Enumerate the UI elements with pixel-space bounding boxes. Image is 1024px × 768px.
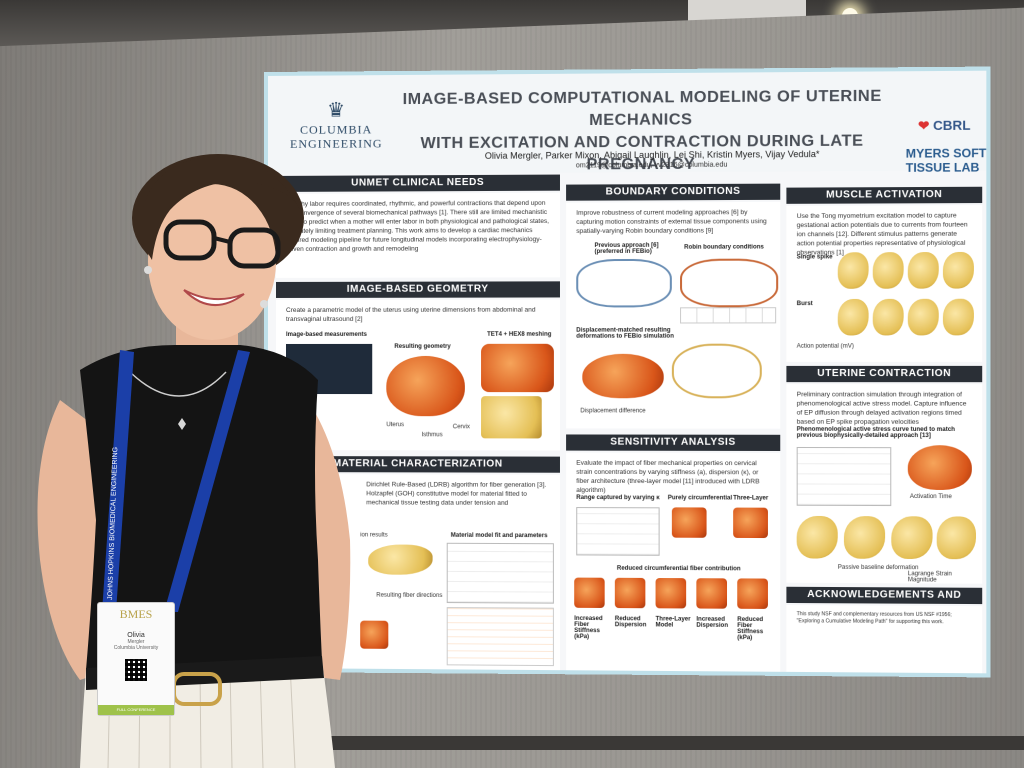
activation-figure-6 [873, 299, 904, 336]
activation-figure-2 [873, 252, 904, 289]
myers-lab-logo: MYERS SOFT TISSUE LAB [906, 146, 987, 175]
section-ack: ACKNOWLEDGEMENTS AND REFERENCES [786, 587, 982, 604]
research-poster: ♛ COLUMBIA ENGINEERING IMAGE-BASED COMPU… [264, 67, 990, 678]
badge-footer: FULL CONFERENCE [98, 705, 174, 715]
sens-figure-3 [656, 578, 687, 608]
bc-table [680, 307, 776, 323]
section-muscle: MUSCLE ACTIVATION [786, 187, 982, 204]
sens-figure-5 [737, 578, 768, 609]
uterus-geometry-figure [386, 356, 465, 416]
section-material: MATERIAL CHARACTERIZATION [276, 456, 560, 473]
section-boundary: BOUNDARY CONDITIONS [566, 184, 780, 201]
qr-code-icon [125, 659, 147, 681]
sens-figure-4 [696, 578, 727, 609]
contraction-panel: Preliminary contraction simulation throu… [786, 384, 982, 584]
activation-figure-1 [838, 252, 869, 289]
activation-figure-8 [943, 299, 974, 336]
wall-base [330, 736, 1024, 750]
fiber-figure [368, 544, 432, 574]
badge-affiliation: Columbia University [98, 645, 174, 651]
robin-bc-figure [680, 259, 778, 308]
activation-figure-4 [943, 252, 974, 289]
material-fit-chart [447, 543, 554, 604]
activation-figure-5 [838, 299, 869, 336]
mesh-detail-figure [481, 396, 542, 438]
sensitivity-panel: Evaluate the impact of fiber mechanical … [566, 453, 780, 674]
heart-icon: ❤ [918, 118, 929, 133]
material-panel: Dirichlet Rule-Based (LDRB) algorithm fo… [276, 474, 560, 672]
name-badge: BMES Olivia Mergler Columbia University … [97, 602, 175, 716]
boundary-panel: Improve robustness of current modeling a… [566, 202, 780, 429]
columbia-logo: ♛ COLUMBIA ENGINEERING [290, 97, 382, 151]
parameter-table [447, 607, 554, 666]
section-image-geometry: IMAGE-BASED GEOMETRY [276, 281, 560, 298]
ultrasound-image [286, 344, 372, 394]
activation-figure-3 [908, 252, 939, 289]
mesh-figure [481, 344, 554, 392]
sens-figure-2 [615, 578, 646, 608]
ack-panel: This study NSF and complementary resourc… [786, 605, 982, 675]
displacement-figure-2 [672, 344, 762, 399]
badge-name: Olivia [98, 632, 174, 639]
contraction-figure-2 [844, 516, 885, 559]
section-sensitivity: SENSITIVITY ANALYSIS [566, 434, 780, 451]
section-unmet-needs: UNMET CLINICAL NEEDS [276, 175, 560, 192]
contraction-figure-1 [797, 516, 838, 559]
contraction-figure-4 [937, 516, 976, 559]
unmet-needs-panel: Healthy labor requires coordinated, rhyt… [276, 193, 560, 278]
contraction-figure-3 [891, 516, 932, 559]
activation-figure-7 [908, 299, 939, 336]
geometry-panel: Create a parametric model of the uterus … [276, 299, 560, 450]
badge-org: BMES [98, 607, 174, 622]
cbrl-logo: ❤ CBRL [918, 118, 970, 135]
active-stress-chart [797, 447, 892, 506]
sensitivity-chart [576, 507, 659, 556]
crown-icon: ♛ [290, 97, 382, 123]
sens-figure-1 [574, 578, 604, 608]
muscle-panel: Use the Tong myometrium excitation model… [786, 205, 982, 362]
poster-header: ♛ COLUMBIA ENGINEERING IMAGE-BASED COMPU… [268, 71, 986, 174]
circumferential-figure [672, 507, 707, 537]
section-contraction: UTERINE CONTRACTION [786, 366, 982, 382]
three-layer-figure [733, 508, 768, 538]
previous-approach-figure [576, 259, 672, 308]
fiber-cervix-figure [360, 621, 388, 649]
displacement-figure-1 [582, 354, 663, 398]
activation-time-figure [908, 445, 972, 490]
